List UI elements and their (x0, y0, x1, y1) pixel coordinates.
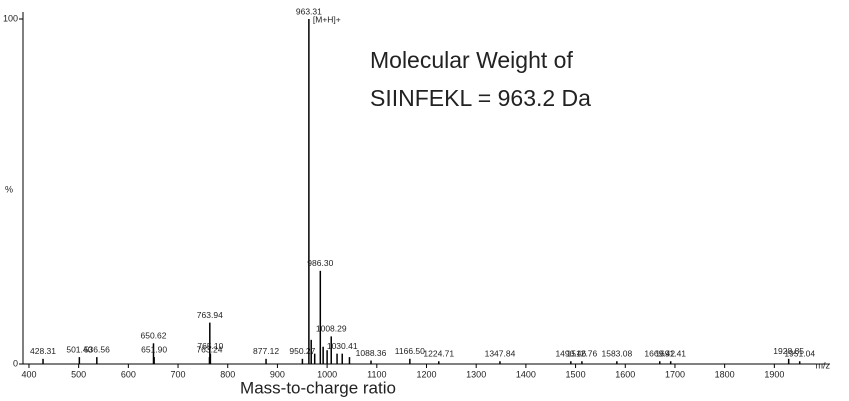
y-axis-label: % (5, 184, 13, 194)
y-tick-label: 0 (13, 358, 18, 368)
x-tick-label: 1700 (665, 369, 685, 379)
x-tick-label: 1900 (764, 369, 784, 379)
x-tick-label: 1400 (516, 369, 536, 379)
peak-label: 1490.46 (555, 348, 586, 358)
x-tick-label: 700 (171, 369, 186, 379)
x-tick-label: 800 (220, 369, 235, 379)
annotation: SIINFEKL = 963.2 Da (370, 85, 591, 111)
x-tick-label: 600 (121, 369, 136, 379)
x-tick-label: 1600 (615, 369, 635, 379)
peak-label: 1008.29 (316, 324, 347, 334)
x-tick-label: 1200 (416, 369, 436, 379)
peak-label: 1512.76 (567, 348, 598, 358)
peak-label: 650.62 (141, 331, 167, 341)
peak-label: 501.40 (66, 344, 92, 354)
y-tick-label: 100 (3, 13, 18, 23)
peak-label: 1928.85 (773, 346, 804, 356)
peak-label: 1224.71 (423, 348, 454, 358)
x-tick-label: 900 (270, 369, 285, 379)
peak-label: 1951.04 (784, 348, 815, 358)
peak-label: 765.10 (197, 341, 223, 351)
peak-label: 1030.41 (327, 341, 358, 351)
peak-label: 1088.36 (356, 348, 387, 358)
peak-label: 877.12 (253, 346, 279, 356)
peak-annotation: [M+H]+ (313, 14, 341, 24)
peak-label: 1669.42 (644, 348, 675, 358)
peak-label: 986.30 (307, 258, 333, 268)
peak-label: 1166.50 (395, 346, 425, 356)
annotation: Molecular Weight of (370, 47, 573, 73)
x-tick-label: 500 (71, 369, 86, 379)
x-tick-label: 400 (21, 369, 36, 379)
peak-label: 963.31 (296, 6, 322, 16)
x-tick-label: 1300 (466, 369, 486, 379)
x-tick-label: 1100 (367, 369, 386, 379)
peak-label: 763.94 (197, 310, 223, 320)
x-axis-label: Mass-to-charge ratio (240, 378, 396, 397)
x-unit: m/z (816, 360, 831, 370)
peak-label: 651.90 (141, 344, 167, 354)
peak-label: 1347.84 (485, 348, 516, 358)
peak-label: 536.56 (84, 344, 110, 354)
peak-label: 428.31 (30, 346, 56, 356)
x-tick-label: 1000 (317, 369, 337, 379)
peak-label: 950.27 (289, 346, 315, 356)
peak-label: 1691.41 (655, 348, 686, 358)
peak-label: 1583.08 (601, 348, 632, 358)
x-tick-label: 1500 (566, 369, 586, 379)
x-tick-label: 1800 (715, 369, 735, 379)
